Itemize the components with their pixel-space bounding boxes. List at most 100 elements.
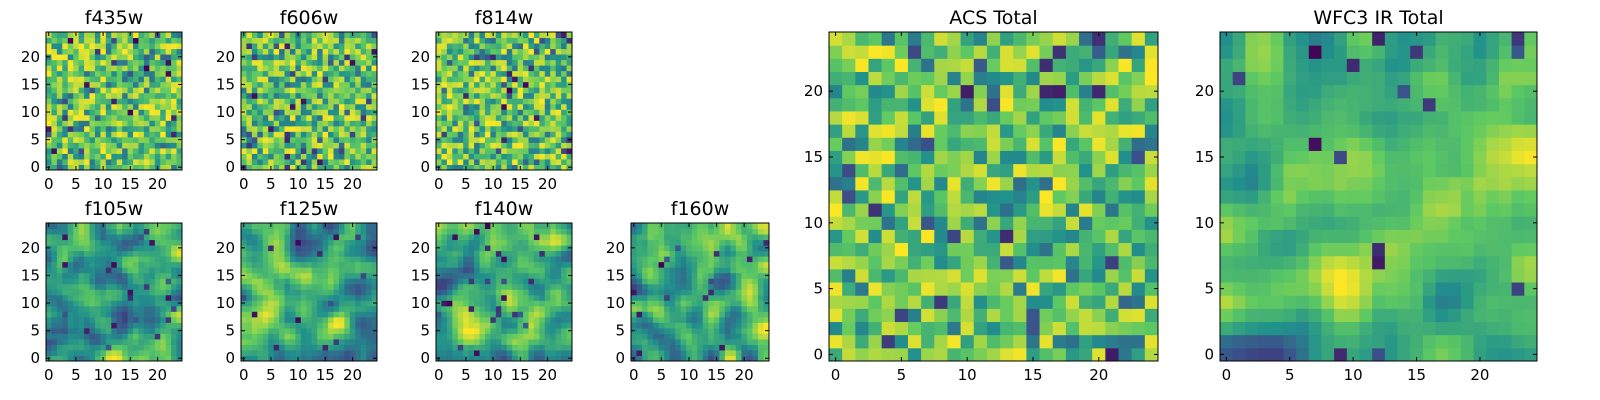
heatmap-cell (441, 103, 448, 110)
heatmap-cell (484, 300, 491, 307)
heatmap-cell (322, 256, 329, 263)
heatmap-cell (474, 65, 481, 72)
heatmap-cell (306, 355, 313, 362)
heatmap-cell (78, 305, 85, 312)
heatmap-cell (1144, 229, 1159, 244)
heatmap-cell (289, 355, 296, 362)
heatmap-cell (246, 136, 253, 143)
heatmap-cell (268, 234, 275, 241)
heatmap-cell (56, 272, 63, 279)
heatmap-cell (1118, 321, 1133, 336)
heatmap-cell (62, 322, 69, 329)
heatmap-cell (691, 311, 698, 318)
heatmap-cell (154, 81, 161, 88)
heatmap-cell (273, 131, 280, 138)
heatmap-cell (344, 158, 351, 165)
heatmap-cell (741, 300, 748, 307)
heatmap-cell (333, 322, 340, 329)
heatmap-cell (306, 81, 313, 88)
heatmap-cell (355, 283, 362, 290)
heatmap-cell (512, 239, 519, 246)
heatmap-cell (306, 142, 313, 149)
heatmap-cell (441, 32, 448, 39)
heatmap-cell (855, 268, 869, 283)
heatmap-cell (555, 59, 562, 66)
heatmap-cell (855, 163, 869, 178)
heatmap-cell (1039, 295, 1054, 309)
heatmap-cell (1092, 321, 1106, 336)
heatmap-cell (322, 289, 329, 296)
heatmap-cell (550, 278, 557, 285)
heatmap-cell (1026, 163, 1041, 178)
heatmap-cell (669, 355, 676, 362)
heatmap-cell (176, 294, 183, 301)
heatmap-cell (84, 349, 91, 356)
heatmap-cell (122, 223, 129, 230)
heatmap-cell (642, 289, 649, 296)
heatmap-cell (328, 59, 334, 66)
heatmap-cell (56, 37, 63, 44)
heatmap-cell (517, 103, 524, 110)
heatmap-cell (306, 239, 313, 246)
heatmap-cell (561, 81, 568, 88)
heatmap-cell (306, 70, 313, 77)
heatmap-cell (176, 59, 183, 66)
heatmap-cell (474, 142, 481, 149)
heatmap-cell (279, 338, 286, 345)
heatmap-cell (539, 125, 546, 132)
heatmap-cell (67, 81, 74, 88)
heatmap-cell (752, 283, 759, 290)
heatmap-cell (463, 43, 470, 50)
heatmap-cell (523, 131, 529, 138)
heatmap-cell (474, 250, 481, 257)
heatmap-cell (1026, 176, 1041, 191)
heatmap-cell (631, 338, 638, 345)
heatmap-cell (523, 142, 529, 149)
heatmap-cell (366, 228, 373, 235)
heatmap-cell (360, 250, 367, 257)
heatmap-cell (78, 245, 85, 252)
heatmap-cell (544, 261, 551, 268)
heatmap-cell (539, 322, 546, 329)
heatmap-cell (539, 120, 546, 127)
heatmap-cell (257, 114, 264, 121)
heatmap-cell (495, 245, 502, 252)
heatmap-cell (246, 344, 253, 351)
heatmap-cell (517, 158, 524, 165)
heatmap-cell (262, 234, 269, 241)
heatmap-cell (746, 245, 753, 252)
heatmap-cell (441, 333, 448, 340)
heatmap-cell (100, 256, 107, 263)
heatmap-cell (512, 120, 519, 127)
heatmap-cell (105, 338, 112, 345)
heatmap-cell (1079, 203, 1093, 217)
heatmap-cell (647, 355, 654, 362)
heatmap-cell (257, 153, 264, 160)
heatmap-cell (100, 234, 107, 241)
heatmap-cell (463, 98, 470, 105)
heatmap-cell (138, 87, 145, 94)
heatmap-cell (360, 355, 367, 362)
heatmap-cell (730, 322, 737, 329)
heatmap-cell (479, 223, 486, 230)
heatmap-cell (1000, 216, 1014, 230)
heatmap-cell (289, 234, 296, 241)
heatmap-cell (636, 294, 643, 301)
heatmap-cell (349, 250, 356, 257)
heatmap-cell (73, 305, 80, 312)
heatmap-cell (561, 228, 568, 235)
heatmap-cell (311, 92, 318, 99)
heatmap-cell (295, 158, 302, 165)
heatmap-cell (355, 98, 362, 105)
heatmap-cell (300, 267, 307, 274)
heatmap-cell (730, 234, 737, 241)
heatmap-cell (501, 87, 508, 94)
heatmap-cell (544, 327, 551, 334)
heatmap-cell (523, 136, 529, 143)
heatmap-cell (251, 131, 258, 138)
heatmap-cell (495, 164, 502, 171)
heatmap-cell (517, 98, 524, 105)
heatmap-cell (1105, 176, 1120, 191)
heatmap-cell (517, 70, 524, 77)
heatmap-cell (446, 136, 453, 143)
